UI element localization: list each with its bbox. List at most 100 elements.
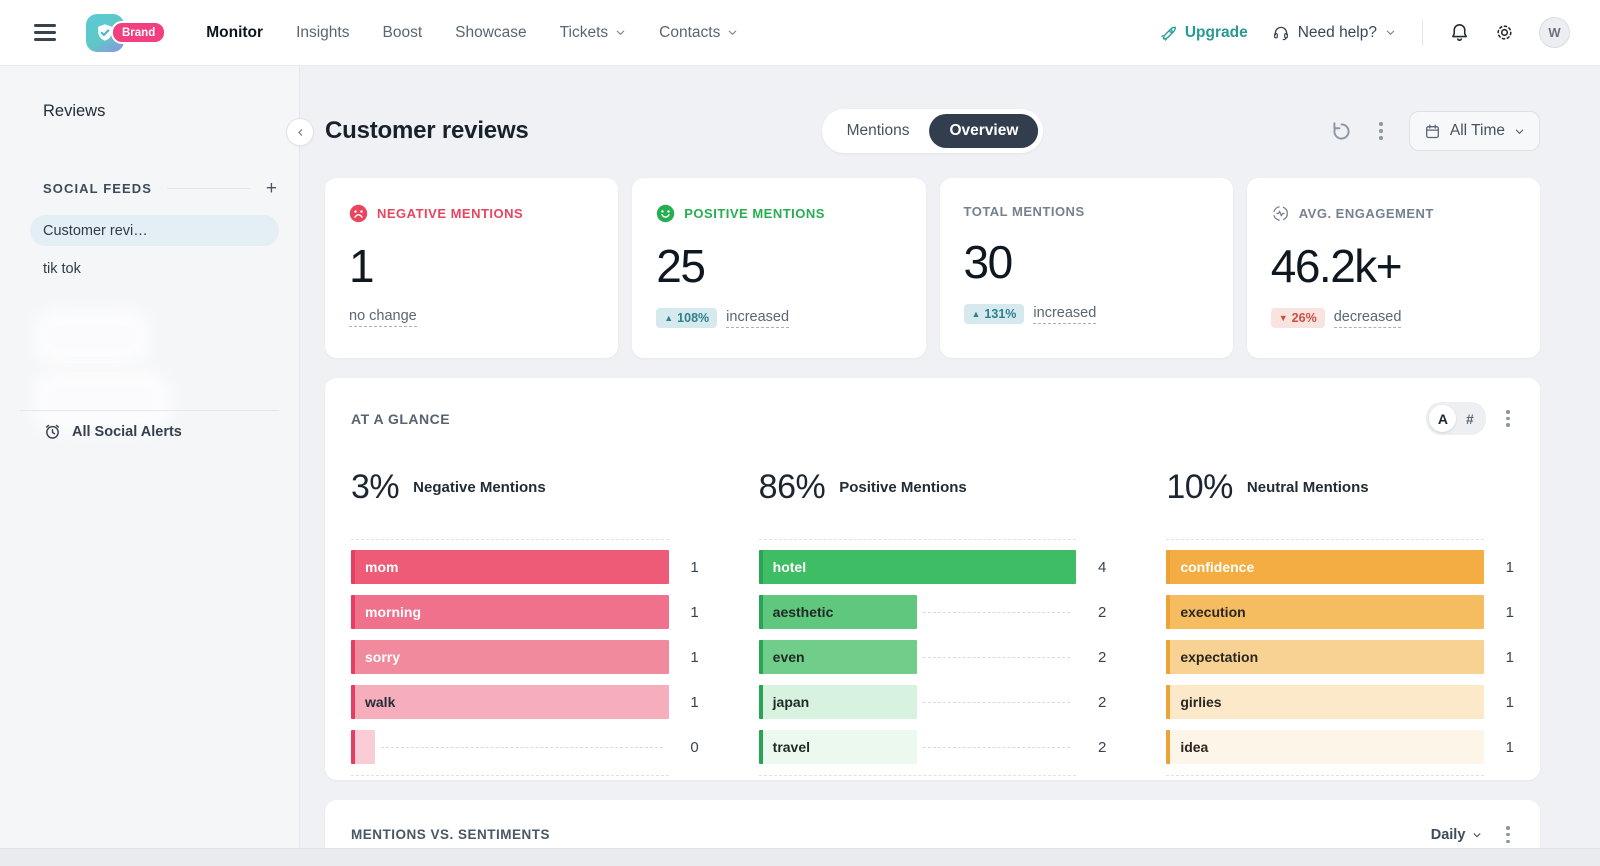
bar-row: girlies 1 (1166, 685, 1514, 719)
glance-column: 3% Negative Mentions mom 1 morning 1 sor… (351, 465, 699, 776)
dotted-gridline (1166, 539, 1484, 540)
bar-track: execution (1166, 595, 1484, 629)
content-area: Reviews SOCIAL FEEDS + Customer revi… tik… (0, 66, 1600, 866)
bar-row: confidence 1 (1166, 550, 1514, 584)
calendar-icon (1425, 123, 1439, 138)
term-bar[interactable]: confidence (1166, 550, 1484, 584)
sentiment-percent: 3% (351, 467, 400, 506)
bar-row: aesthetic 2 (758, 595, 1106, 629)
bar-value: 1 (690, 603, 699, 621)
bar-value: 1 (1505, 603, 1514, 621)
stat-value: 46.2k+ (1270, 240, 1403, 292)
top-navbar: Brand Monitor Insights Boost Showcase Ticket… (0, 0, 1600, 66)
need-help-button[interactable]: Need help? (1272, 24, 1396, 42)
chevron-down-icon (729, 30, 737, 35)
term-bar[interactable]: sorry (351, 640, 669, 674)
nav-item-showcase[interactable]: Showcase (455, 23, 527, 41)
delta-badge: ▲ 108% (656, 308, 718, 328)
bell-icon (1452, 24, 1467, 41)
at-a-glance-card: AT A GLANCE A # 3% Negative Mentions mom (325, 378, 1540, 780)
bar-row: even 2 (758, 640, 1106, 674)
term-bar[interactable]: expectation (1166, 640, 1484, 674)
bar-value: 1 (1505, 693, 1514, 711)
alpha-numeric-toggle: A # (1426, 402, 1487, 435)
stat-value: 1 (349, 240, 375, 292)
settings-gear-button[interactable] (1494, 22, 1515, 43)
dotted-gridline (351, 539, 669, 540)
nav-item-monitor[interactable]: Monitor (206, 23, 264, 41)
bar-value: 0 (690, 738, 699, 756)
notifications-bell-button[interactable] (1449, 22, 1470, 43)
stat-cards-row: NEGATIVE MENTIONS 1 no change POSITIVE MENT… (325, 178, 1540, 358)
sidebar-feed-item[interactable]: tik tok (43, 260, 81, 277)
all-social-alerts-link[interactable]: All Social Alerts (43, 422, 182, 441)
bar-value: 1 (1505, 558, 1514, 576)
header-kebab-menu[interactable] (1375, 118, 1387, 143)
bar-track: sorry (351, 640, 669, 674)
all-social-alerts-label: All Social Alerts (72, 423, 182, 440)
sidebar-divider (20, 410, 279, 411)
tab-overview[interactable]: Overview (929, 114, 1039, 148)
date-range-button[interactable]: All Time (1408, 111, 1540, 151)
dotted-leader (923, 656, 1071, 658)
term-bar[interactable]: idea (1166, 730, 1484, 764)
app-logo[interactable]: Brand (86, 13, 167, 52)
tab-mentions[interactable]: Mentions (846, 122, 910, 139)
bar-track: aesthetic (758, 595, 1077, 629)
chevron-down-icon (1473, 832, 1481, 837)
term-bar[interactable]: walk (351, 685, 669, 719)
term-bar[interactable]: execution (1166, 595, 1484, 629)
bar-row: walk 1 (351, 685, 699, 719)
add-feed-button[interactable]: + (265, 178, 277, 199)
term-bar[interactable]: even (758, 640, 918, 674)
horizontal-scrollbar[interactable] (0, 848, 1600, 866)
refresh-icon (1333, 121, 1350, 139)
bar-track: japan (758, 685, 1077, 719)
bar-track (351, 730, 669, 764)
triangle-down-icon: ▼ (1278, 313, 1288, 323)
nav-item-boost[interactable]: Boost (382, 23, 423, 41)
refresh-button[interactable] (1330, 120, 1353, 143)
bar-track: travel (758, 730, 1077, 764)
bar-row: travel 2 (758, 730, 1106, 764)
term-bar[interactable]: mom (351, 550, 669, 584)
dotted-gridline (758, 775, 1077, 776)
sidebar-feed-item[interactable]: Customer revi… (30, 215, 279, 246)
toggle-alpha[interactable]: A (1429, 405, 1457, 432)
user-avatar[interactable]: W (1539, 17, 1570, 48)
term-bar[interactable]: aesthetic (758, 595, 918, 629)
upgrade-button[interactable]: Upgrade (1160, 24, 1248, 42)
term-bar[interactable]: hotel (758, 550, 1077, 584)
bar-track: idea (1166, 730, 1484, 764)
period-select[interactable]: Daily (1431, 827, 1483, 843)
stat-delta: no change (349, 308, 594, 327)
term-bar[interactable] (351, 730, 375, 764)
term-bar[interactable]: girlies (1166, 685, 1484, 719)
delta-text: decreased (1333, 309, 1402, 328)
term-bar[interactable]: travel (758, 730, 918, 764)
term-bar[interactable]: japan (758, 685, 918, 719)
sidebar: Reviews SOCIAL FEEDS + Customer revi… tik… (0, 66, 300, 866)
mentions-vs-sentiments-title: MENTIONS VS. SENTIMENTS (351, 827, 551, 843)
nav-item-tickets[interactable]: Tickets (560, 24, 627, 42)
alarm-clock-icon (45, 424, 60, 439)
toggle-hash[interactable]: # (1466, 410, 1474, 427)
stat-label: TOTAL MENTIONS (963, 204, 1085, 219)
date-range-label: All Time (1449, 122, 1505, 139)
bar-row: morning 1 (351, 595, 699, 629)
sentiments-kebab-menu[interactable] (1502, 822, 1514, 847)
headset-icon (1273, 26, 1288, 40)
social-feeds-label: SOCIAL FEEDS (43, 181, 153, 196)
term-bar[interactable]: morning (351, 595, 669, 629)
hamburger-menu-icon[interactable] (32, 20, 58, 45)
main-nav: Monitor Insights Boost Showcase Tickets Conta… (206, 24, 738, 42)
nav-item-contacts[interactable]: Contacts (659, 24, 738, 42)
glance-kebab-menu[interactable] (1502, 406, 1514, 431)
chevron-down-icon (1515, 129, 1524, 134)
sidebar-collapse-button[interactable] (286, 118, 314, 146)
term-bars: mom 1 morning 1 sorry 1 walk 1 0 (351, 539, 699, 776)
nav-item-insights[interactable]: Insights (296, 23, 350, 41)
term-bars: confidence 1 execution 1 expectation 1 g… (1166, 539, 1514, 776)
rocket-icon (1161, 26, 1176, 41)
triangle-up-icon: ▲ (664, 313, 674, 323)
